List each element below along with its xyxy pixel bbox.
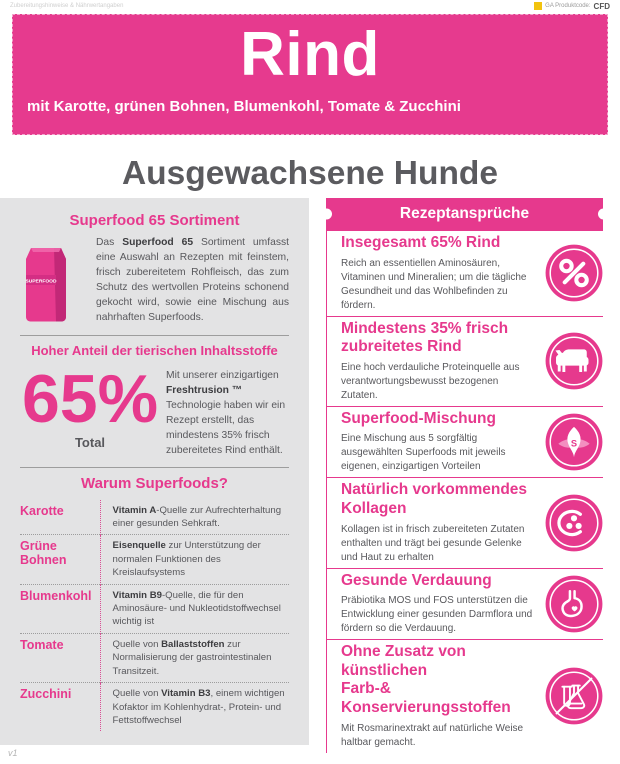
- svg-text:S: S: [571, 439, 577, 449]
- svg-text:SUPERFOOD: SUPERFOOD: [26, 278, 57, 284]
